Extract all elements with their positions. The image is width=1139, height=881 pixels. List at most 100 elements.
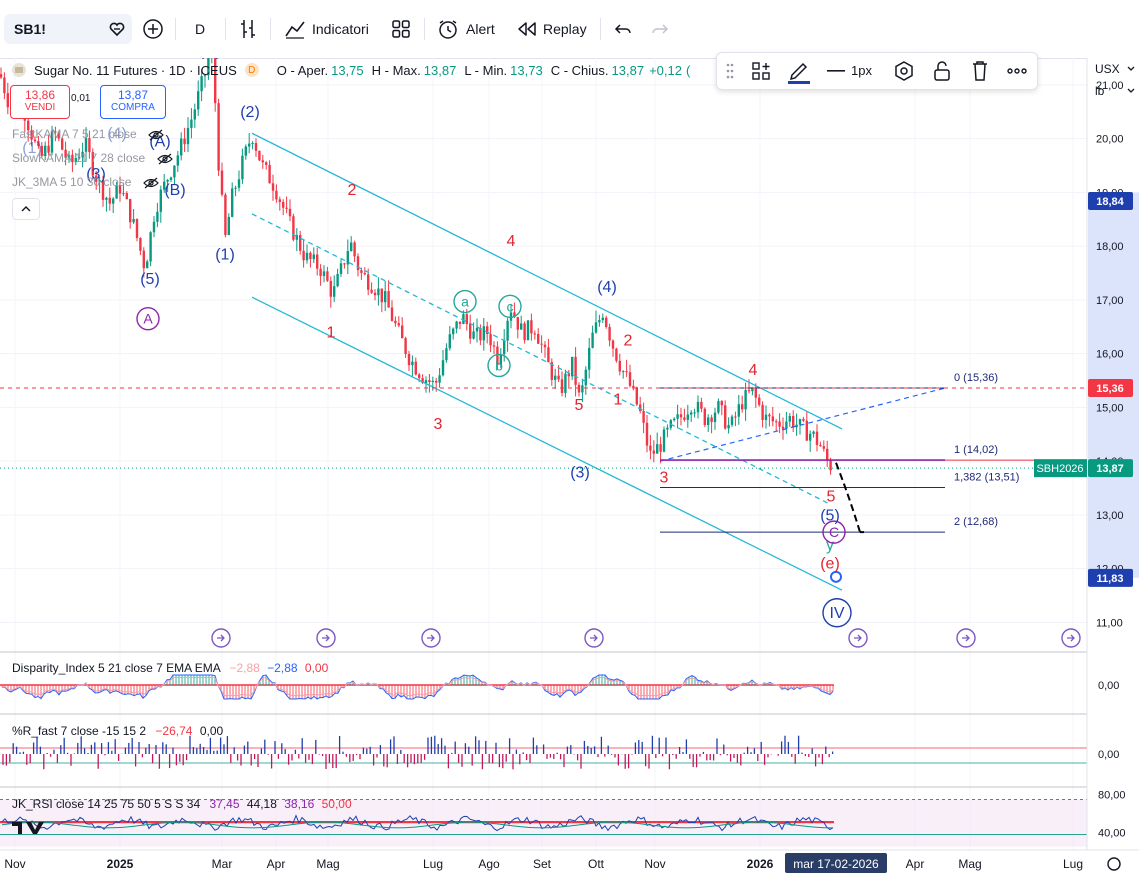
candle-body (761, 404, 764, 420)
event-arrow-icon[interactable] (421, 628, 441, 648)
williams-legend[interactable]: %R_fast 7 close -15 15 2 −26,74 0,00 (12, 724, 223, 738)
candle-body (608, 326, 611, 341)
candle-body (404, 338, 407, 354)
wave-label: (4) (597, 279, 617, 296)
settings-gear-icon[interactable] (1107, 857, 1121, 871)
candle-body (74, 158, 77, 163)
time-tick-label: Ago (478, 857, 500, 871)
projection-curve (835, 462, 861, 533)
line-color-pencil-icon[interactable] (787, 58, 811, 84)
sell-button[interactable]: 13,86 VENDI (10, 85, 70, 119)
indicator-legend-fastkama[interactable]: FastKAMA 7 5 21 close (12, 127, 164, 141)
candle-body (792, 415, 795, 428)
candle-body (628, 372, 632, 386)
drawings: 0 (15,36) 1 (14,02) 1,382 (13,51) 2 (12,68) (0, 132, 1087, 591)
time-tick-label: Mag (316, 857, 339, 871)
candle-body (139, 237, 142, 251)
event-arrow-icon[interactable] (848, 628, 868, 648)
add-symbol-button[interactable] (142, 15, 164, 43)
target-circle-marker (830, 570, 842, 583)
candle-body (632, 385, 635, 388)
candle-body (533, 333, 536, 335)
channel-line (251, 132, 843, 430)
eye-off-icon[interactable] (142, 177, 159, 189)
symbol-search[interactable]: SB1! (4, 14, 132, 44)
undo-button[interactable] (614, 15, 632, 43)
candle-body (234, 187, 237, 189)
time-axis[interactable]: Nov 2025 Mar Apr Mag Lug Ago Set Ott Nov 2026 Apr Ma… (0, 849, 1139, 873)
time-tick-label: 2025 (107, 857, 134, 871)
candle-body (758, 397, 761, 405)
candle-body (244, 146, 247, 156)
candle-body (377, 288, 380, 296)
alert-button[interactable]: Alert (437, 15, 495, 43)
disparity-legend[interactable]: Disparity_Index 5 21 close 7 EMA EMA −2,… (12, 661, 328, 675)
candle-body (367, 274, 370, 290)
candle-body (251, 143, 254, 145)
top-toolbar: SB1! D Indicatori (0, 0, 1139, 59)
trash-icon[interactable] (971, 60, 989, 82)
candle-body (492, 345, 496, 347)
chart-type-button[interactable] (238, 15, 258, 43)
rsi-legend[interactable]: JK_RSI close 14 25 75 50 5 S S 34 37,45 … (12, 797, 352, 811)
candle-body (350, 242, 353, 252)
candle-body (421, 378, 424, 383)
price-tick-label: 11,00 (1096, 617, 1123, 629)
event-arrow-icon[interactable] (316, 628, 336, 648)
candle-body (703, 408, 706, 425)
candle-body (54, 131, 57, 133)
candle-body (40, 145, 43, 157)
candle-body (333, 286, 336, 297)
settings-hexagon-icon[interactable] (893, 60, 915, 82)
price-label-box (1088, 379, 1133, 398)
candle-body (690, 412, 693, 415)
candle-body (312, 254, 315, 260)
candle-body (326, 271, 329, 281)
buy-button[interactable]: 13,87 COMPRA (100, 85, 166, 119)
time-tick-label: Nov (4, 857, 25, 871)
candle-body (248, 143, 251, 147)
indicators-button[interactable]: Indicatori (284, 15, 369, 43)
price-axis[interactable]: 11,0012,0013,0014,0015,0016,0017,0018,00… (1034, 58, 1139, 878)
candle-body (190, 119, 193, 128)
template-icon[interactable] (751, 61, 771, 81)
wave-label: 5 (575, 397, 584, 414)
event-arrow-icon[interactable] (211, 628, 231, 648)
candle-body (826, 448, 829, 461)
wave-label: 2 (624, 333, 633, 350)
candle-body (135, 218, 139, 238)
redo-button[interactable] (651, 15, 669, 43)
candle-body (812, 431, 815, 434)
indicator-legend-slowkama[interactable]: SlowKAMA 11 7 28 close (12, 151, 173, 165)
candle-body (724, 405, 727, 429)
time-tick-label: Lug (423, 857, 443, 871)
eye-off-icon[interactable] (156, 153, 173, 165)
indicator-legend-jk3ma[interactable]: JK_3MA 5 10 30 close (12, 175, 159, 189)
event-arrow-icon[interactable] (1061, 628, 1081, 648)
collapse-legend-button[interactable] (12, 198, 40, 220)
event-arrow-icon[interactable] (584, 628, 604, 648)
event-arrow-icon[interactable] (956, 628, 976, 648)
event-arrow-glyph (1067, 634, 1075, 642)
candle-body (815, 431, 819, 445)
candle-body (455, 321, 458, 329)
eye-off-icon[interactable] (148, 129, 164, 141)
heart-icon[interactable] (108, 21, 126, 37)
lock-icon[interactable] (933, 60, 951, 82)
more-options-icon[interactable] (1007, 68, 1027, 74)
rsi-value-4: 50,00 (321, 797, 352, 811)
line-width-label[interactable]: 1px (851, 63, 872, 78)
line-width-icon[interactable] (827, 70, 845, 73)
interval-button[interactable]: D (195, 15, 205, 43)
layouts-button[interactable] (391, 15, 411, 43)
candle-body (197, 91, 200, 110)
replay-button[interactable]: Replay (517, 15, 587, 43)
disparity-line (1, 674, 834, 700)
chart-area[interactable]: 0 (15,36) 1 (14,02) 1,382 (13,51) 2 (12,68)… (0, 58, 1139, 878)
drag-handle-icon[interactable] (725, 61, 735, 81)
disparity-ema-line (1, 676, 834, 697)
candle-body (577, 384, 581, 393)
candle-body (781, 426, 785, 429)
candle-body (275, 190, 278, 200)
candle-body (448, 334, 451, 349)
